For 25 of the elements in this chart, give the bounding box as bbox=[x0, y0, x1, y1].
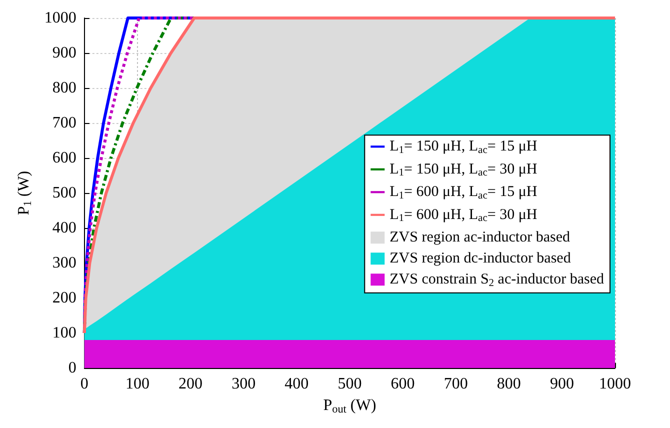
y-tick-label: 500 bbox=[52, 184, 76, 202]
x-tick-label: 1000 bbox=[599, 376, 631, 392]
y-tick-label: 900 bbox=[52, 44, 76, 62]
x-tick-label: 400 bbox=[284, 376, 309, 392]
x-tick-label: 200 bbox=[178, 376, 203, 392]
legend-label: ZVS region dc-inductor based bbox=[390, 250, 572, 267]
y-tick-label: 1000 bbox=[44, 10, 76, 26]
y-tick-label: 0 bbox=[68, 360, 76, 376]
x-tick-label: 800 bbox=[496, 376, 521, 392]
y-tick-label: 100 bbox=[52, 324, 76, 342]
x-tick-label: 700 bbox=[444, 376, 468, 392]
x-tick-label: 100 bbox=[125, 376, 150, 392]
x-tick-label: 600 bbox=[390, 376, 415, 392]
y-axis-title: P1 (W) bbox=[16, 170, 34, 216]
y-tick-label: 600 bbox=[52, 150, 76, 166]
x-tick-label: 0 bbox=[80, 376, 88, 392]
x-tick-label: 900 bbox=[550, 376, 574, 392]
y-tick-label: 300 bbox=[52, 254, 76, 272]
x-tick-label: 500 bbox=[338, 376, 362, 392]
x-tick-label: 300 bbox=[232, 376, 256, 392]
y-tick-label: 700 bbox=[52, 114, 76, 132]
legend-label: ZVS region ac-inductor based bbox=[390, 230, 570, 246]
y-tick-label: 400 bbox=[52, 220, 76, 236]
y-tick-label: 200 bbox=[52, 290, 76, 306]
y-tick-label: 800 bbox=[52, 80, 76, 96]
